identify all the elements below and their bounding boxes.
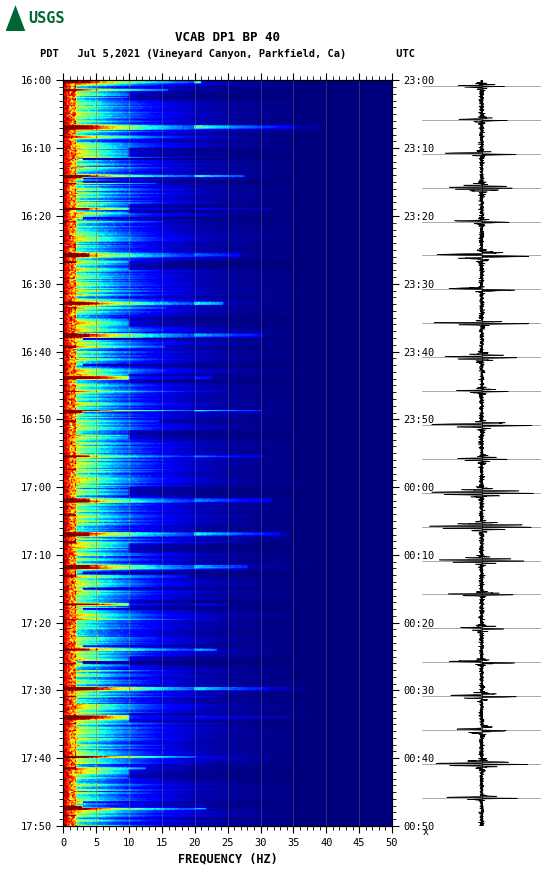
X-axis label: FREQUENCY (HZ): FREQUENCY (HZ) bbox=[178, 852, 278, 865]
Text: USGS: USGS bbox=[29, 12, 65, 26]
Polygon shape bbox=[6, 5, 25, 31]
Text: PDT   Jul 5,2021 (Vineyard Canyon, Parkfield, Ca)        UTC: PDT Jul 5,2021 (Vineyard Canyon, Parkfie… bbox=[40, 48, 415, 59]
Text: x: x bbox=[422, 827, 428, 838]
Text: VCAB DP1 BP 40: VCAB DP1 BP 40 bbox=[175, 31, 280, 44]
